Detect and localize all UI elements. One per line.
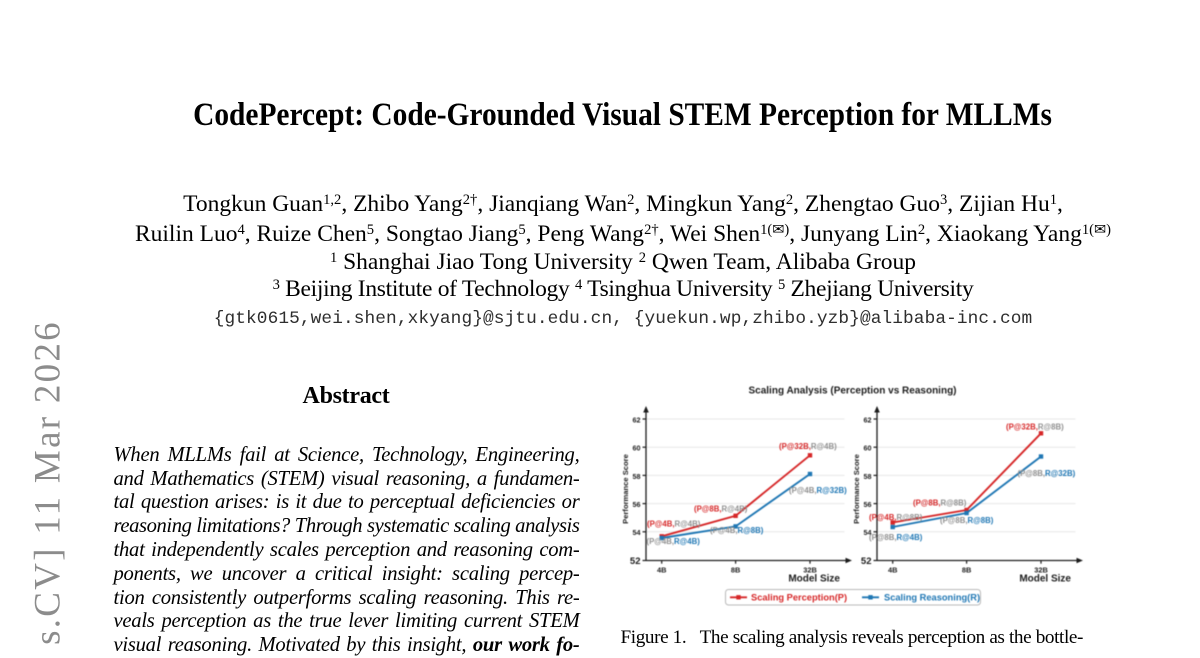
svg-text:Scaling Analysis (Perception v: Scaling Analysis (Perception vs Reasonin… (748, 386, 956, 397)
svg-text:Performance Score: Performance Score (621, 454, 630, 524)
svg-text:60: 60 (864, 444, 872, 453)
svg-text:4B: 4B (657, 566, 666, 575)
svg-text:(P@4B,R@8B): (P@4B,R@8B) (710, 526, 764, 535)
svg-text:62: 62 (633, 415, 641, 424)
svg-text:Model Size: Model Size (1019, 574, 1071, 585)
svg-text:Scaling Perception(P): Scaling Perception(P) (751, 593, 847, 603)
svg-text:(P@8B,R@4B): (P@8B,R@4B) (694, 505, 748, 514)
svg-text:56: 56 (633, 500, 641, 509)
svg-text:54: 54 (633, 528, 641, 537)
svg-text:Scaling Reasoning(R): Scaling Reasoning(R) (884, 593, 980, 603)
svg-text:58: 58 (864, 472, 872, 481)
svg-text:(P@4B,R@4B): (P@4B,R@4B) (647, 520, 701, 529)
svg-text:56: 56 (864, 500, 872, 509)
svg-text:8B: 8B (962, 566, 971, 575)
svg-text:32B: 32B (803, 566, 817, 575)
svg-text:58: 58 (633, 472, 641, 481)
svg-text:52: 52 (861, 556, 872, 567)
svg-text:60: 60 (633, 444, 641, 453)
svg-text:52: 52 (630, 556, 641, 567)
svg-text:4B: 4B (888, 566, 897, 575)
svg-text:(P@8B,R@32B): (P@8B,R@32B) (1018, 469, 1076, 478)
svg-text:(P@8B,R@8B): (P@8B,R@8B) (913, 499, 967, 508)
svg-text:(P@4B,R@32B): (P@4B,R@32B) (789, 486, 847, 495)
svg-text:Performance Score: Performance Score (852, 454, 861, 524)
svg-text:cs.CV] 11 Mar 2026: cs.CV] 11 Mar 2026 (28, 320, 69, 648)
svg-text:8B: 8B (731, 566, 740, 575)
svg-text:62: 62 (864, 415, 872, 424)
svg-text:(P@4B,R@8B): (P@4B,R@8B) (869, 513, 923, 522)
svg-text:32B: 32B (1034, 566, 1048, 575)
svg-text:(P@8B,R@8B): (P@8B,R@8B) (940, 516, 994, 525)
svg-text:(P@4B,R@4B): (P@4B,R@4B) (647, 537, 701, 546)
svg-text:Model Size: Model Size (788, 574, 840, 585)
svg-text:(P@8B,R@4B): (P@8B,R@4B) (869, 533, 923, 542)
svg-text:(P@32B,R@4B): (P@32B,R@4B) (779, 442, 837, 451)
svg-text:(P@32B,R@8B): (P@32B,R@8B) (1006, 423, 1064, 432)
svg-text:54: 54 (864, 528, 872, 537)
